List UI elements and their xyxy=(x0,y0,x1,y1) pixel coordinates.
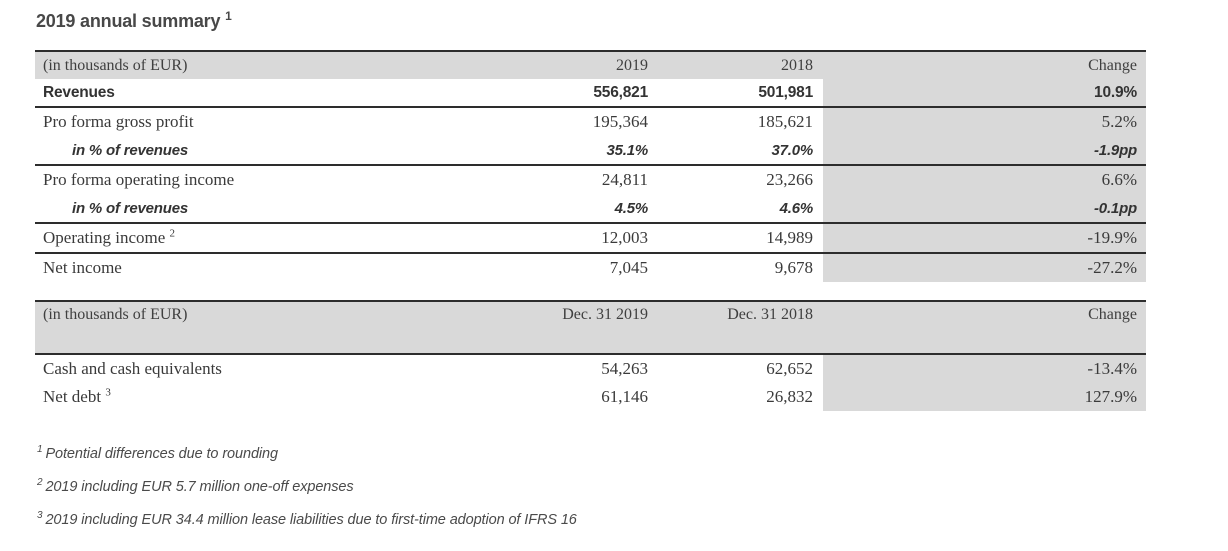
value-2018: 185,621 xyxy=(757,112,813,131)
page-title-text: 2019 annual summary xyxy=(36,11,221,31)
footnote-3: 3 2019 including EUR 34.4 million lease l… xyxy=(37,504,577,537)
value-2019: 556,821 xyxy=(465,79,650,108)
column-header-change: Change xyxy=(823,300,1146,355)
row-label: Pro forma operating income xyxy=(43,170,235,189)
footnote-ref-2: 2 xyxy=(169,227,176,240)
footnote-text: Potential differences due to rounding xyxy=(45,446,278,462)
table-row-gross-margin: in % of revenues 35.1% 37.0% -1.9pp xyxy=(35,136,1146,166)
table-header-row: (in thousands of EUR) Dec. 31 2019 Dec. … xyxy=(35,300,1146,355)
value-dec-2018: 62,652 xyxy=(766,359,813,378)
value-2019: 7,045 xyxy=(609,258,648,277)
value-2018: 14,989 xyxy=(650,223,823,254)
value-change: -13.4% xyxy=(823,354,1146,383)
page-title-footnote-marker: 1 xyxy=(225,9,232,23)
column-header-dec-31-2018: Dec. 31 2018 xyxy=(650,300,823,355)
row-label: Net income xyxy=(43,258,122,277)
table-row-operating-income: Operating income 2 12,003 14,989 -19.9% xyxy=(35,223,1146,254)
value-2018: 4.6% xyxy=(650,194,823,224)
value-dec-2019: 54,263 xyxy=(601,359,648,378)
row-label: in % of revenues xyxy=(35,194,465,224)
value-change: -19.9% xyxy=(823,223,1146,254)
table-header-row: (in thousands of EUR) 2019 2018 Change xyxy=(35,50,1146,79)
value-2019: 24,811 xyxy=(601,170,648,189)
table-row-gross-profit: Pro forma gross profit 195,364 185,621 5… xyxy=(35,107,1146,136)
table-row-net-income: Net income 7,045 9,678 -27.2% xyxy=(35,253,1146,282)
footnote-2: 2 2019 including EUR 5.7 million one-off … xyxy=(37,471,577,504)
value-change: 10.9% xyxy=(823,79,1146,108)
balance-items-table: (in thousands of EUR) Dec. 31 2019 Dec. … xyxy=(35,300,1146,411)
table-row-revenues: Revenues 556,821 501,981 10.9% xyxy=(35,79,1146,108)
column-header-2018: 2018 xyxy=(650,50,823,79)
value-2019: 195,364 xyxy=(592,112,648,131)
footnotes: 1 Potential differences due to rounding 2… xyxy=(37,438,577,537)
value-change: 5.2% xyxy=(823,107,1146,136)
value-dec-2018: 26,832 xyxy=(766,387,813,406)
value-2019: 35.1% xyxy=(465,136,650,166)
footnote-text: 2019 including EUR 5.7 million one-off e… xyxy=(45,479,354,495)
row-label: Revenues xyxy=(35,79,465,108)
unit-label: (in thousands of EUR) xyxy=(35,50,465,79)
value-change: -0.1pp xyxy=(823,194,1146,224)
table-row-operating-margin: in % of revenues 4.5% 4.6% -0.1pp xyxy=(35,194,1146,224)
value-change: 6.6% xyxy=(823,165,1146,194)
row-label: Net debt 3 xyxy=(43,386,111,406)
value-2018: 501,981 xyxy=(650,79,823,108)
column-header-change: Change xyxy=(823,50,1146,79)
footnote-marker: 1 xyxy=(37,444,43,456)
table-row-net-debt: Net debt 3 61,146 26,832 127.9% xyxy=(35,383,1146,411)
footnote-marker: 3 xyxy=(37,510,43,522)
row-label: in % of revenues xyxy=(35,136,465,166)
value-2018: 9,678 xyxy=(774,258,813,277)
column-header-2019: 2019 xyxy=(465,50,650,79)
value-change: 127.9% xyxy=(823,383,1146,411)
row-label: Pro forma gross profit xyxy=(43,112,194,131)
row-label: Operating income 2 xyxy=(35,223,465,254)
page-title: 2019 annual summary 1 xyxy=(36,9,232,32)
annual-summary-table: (in thousands of EUR) 2019 2018 Change R… xyxy=(35,50,1146,282)
row-label: Cash and cash equivalents xyxy=(43,359,222,378)
value-dec-2019: 61,146 xyxy=(601,387,648,406)
value-2019: 12,003 xyxy=(465,223,650,254)
value-change: -27.2% xyxy=(823,253,1146,282)
unit-label: (in thousands of EUR) xyxy=(35,300,465,355)
footnote-ref-3: 3 xyxy=(105,386,111,399)
column-header-dec-31-2019: Dec. 31 2019 xyxy=(465,300,650,355)
value-2018: 37.0% xyxy=(650,136,823,166)
value-change: -1.9pp xyxy=(823,136,1146,166)
table-row-proforma-operating-income: Pro forma operating income 24,811 23,266… xyxy=(35,165,1146,194)
footnote-marker: 2 xyxy=(37,477,43,489)
footnote-1: 1 Potential differences due to rounding xyxy=(37,438,577,471)
table-row-cash: Cash and cash equivalents 54,263 62,652 … xyxy=(35,354,1146,383)
value-2018: 23,266 xyxy=(766,170,813,189)
value-2019: 4.5% xyxy=(465,194,650,224)
footnote-text: 2019 including EUR 34.4 million lease li… xyxy=(45,512,577,528)
